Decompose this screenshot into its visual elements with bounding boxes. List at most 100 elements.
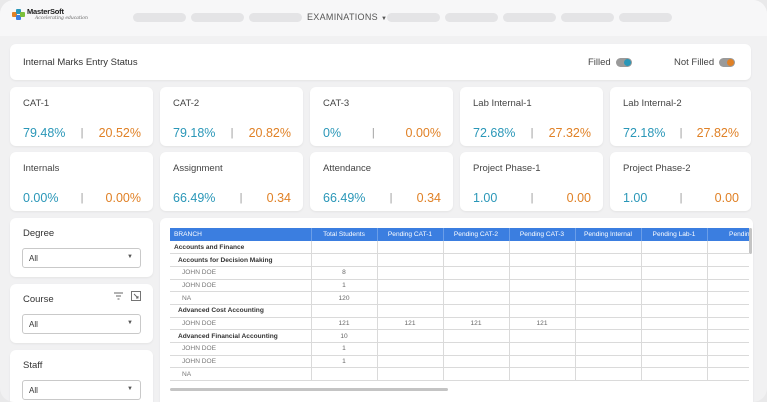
nav-item-placeholder[interactable] (249, 13, 302, 22)
brand-name: MasterSoft (27, 7, 64, 16)
stat-label: Internals (23, 163, 60, 174)
brand-logo[interactable]: MasterSoft Accelerating education (12, 8, 88, 21)
table-cell (707, 279, 749, 293)
table-cell (575, 291, 642, 305)
stat-label: CAT-2 (173, 98, 200, 109)
staff-filter-card: Staff All ▼ (10, 350, 153, 402)
table-cell (707, 367, 749, 382)
table-cell (575, 253, 642, 267)
filled-value: 72.68% (473, 126, 516, 140)
table-cell (377, 304, 444, 318)
course-select[interactable]: All ▼ (22, 314, 141, 334)
table-cell (443, 367, 510, 382)
table-cell: 1 (311, 279, 378, 293)
stat-label: Assignment (173, 163, 223, 174)
column-header[interactable]: Pending CAT-2 (443, 228, 510, 241)
table-row-staff[interactable]: NA 120 (170, 291, 749, 305)
table-cell (443, 304, 510, 318)
table-cell (707, 291, 749, 305)
table-cell: 121 (377, 317, 444, 331)
nav-item-placeholder[interactable] (503, 13, 556, 22)
row-label-cell: JOHN DOE (170, 266, 312, 280)
table-cell (707, 342, 749, 356)
table-cell (311, 253, 378, 267)
degree-select[interactable]: All ▼ (22, 248, 141, 268)
filled-value: 79.48% (23, 126, 66, 140)
nav-item-placeholder[interactable] (191, 13, 244, 22)
horizontal-scrollbar[interactable] (170, 388, 448, 391)
table-row-course[interactable]: Accounts for Decision Making (170, 253, 749, 267)
filled-value: 66.49% (323, 191, 366, 205)
table-row-staff[interactable]: NA (170, 367, 749, 382)
table-cell: 1 (311, 355, 378, 369)
table-row-staff[interactable]: JOHN DOE 1 (170, 279, 749, 293)
nav-item-placeholder[interactable] (387, 13, 440, 22)
nav-item-placeholder[interactable] (561, 13, 614, 22)
not-filled-value: 20.82% (248, 126, 291, 140)
nav-menu-examinations[interactable]: EXAMINATIONS ▼ (307, 12, 387, 22)
not-filled-value: 27.32% (548, 126, 591, 140)
staff-select[interactable]: All ▼ (22, 380, 141, 400)
legend-filled[interactable]: Filled (588, 57, 632, 68)
stat-label: Lab Internal-1 (473, 98, 532, 109)
not-filled-value: 0.00 (566, 191, 591, 205)
column-header[interactable]: BRANCH (170, 228, 312, 241)
value-separator: | (530, 127, 534, 139)
value-separator: | (679, 192, 683, 204)
table-row-staff[interactable]: JOHN DOE 8 (170, 266, 749, 280)
expand-icon[interactable] (131, 291, 141, 301)
table-cell (641, 279, 708, 293)
table-cell (377, 329, 444, 343)
filled-toggle-icon[interactable] (615, 58, 632, 67)
table-row-staff[interactable]: JOHN DOE 1 (170, 355, 749, 369)
stat-card-lab-internal-2: Lab Internal-2 72.18% | 27.82% (610, 87, 751, 146)
vertical-scrollbar[interactable] (749, 228, 752, 254)
table-cell (641, 329, 708, 343)
column-header[interactable]: Pending CAT-3 (509, 228, 576, 241)
table-cell (377, 355, 444, 369)
table-row-staff[interactable]: JOHN DOE 121 121 121 121 (170, 317, 749, 331)
not-filled-toggle-icon[interactable] (719, 58, 736, 67)
table-row-course[interactable]: Advanced Financial Accounting 10 (170, 329, 749, 343)
stat-label: Project Phase-2 (623, 163, 691, 174)
legend-not-filled[interactable]: Not Filled (674, 57, 736, 68)
table-cell (641, 342, 708, 356)
nav-item-placeholder[interactable] (445, 13, 498, 22)
column-header[interactable]: Pending CAT-1 (377, 228, 444, 241)
filter-icon[interactable] (114, 292, 123, 300)
table-cell (377, 279, 444, 293)
column-header[interactable]: Total Students (311, 228, 378, 241)
filled-value: 0.00% (23, 191, 59, 205)
stat-card-project-phase-2: Project Phase-2 1.00 | 0.00 (610, 152, 751, 211)
table-row-course[interactable]: Advanced Cost Accounting (170, 304, 749, 318)
value-separator: | (80, 127, 84, 139)
nav-item-placeholder[interactable] (133, 13, 186, 22)
table-cell: 121 (443, 317, 510, 331)
table-cell: 121 (311, 317, 378, 331)
status-title: Internal Marks Entry Status (23, 57, 138, 68)
nav-item-placeholder[interactable] (619, 13, 672, 22)
dropdown-arrow-icon: ▼ (127, 386, 133, 392)
value-separator: | (679, 127, 683, 139)
column-header[interactable]: Pending Internal (575, 228, 642, 241)
stat-card-project-phase-1: Project Phase-1 1.00 | 0.00 (460, 152, 603, 211)
marks-entry-status-bar: Internal Marks Entry Status Filled Not F… (10, 44, 751, 80)
table-cell (707, 253, 749, 267)
dropdown-arrow-icon: ▼ (127, 320, 133, 326)
row-label-cell: Advanced Financial Accounting (170, 329, 312, 343)
table-cell (443, 253, 510, 267)
table-row-branch[interactable]: Accounts and Finance (170, 241, 749, 255)
stat-card-lab-internal-1: Lab Internal-1 72.68% | 27.32% (460, 87, 603, 146)
brand-tagline: Accelerating education (35, 15, 88, 21)
table-viewport[interactable]: BRANCH Total Students Pending CAT-1 Pend… (170, 228, 749, 387)
column-header[interactable]: Pending Lab-2 (707, 228, 749, 241)
table-cell (641, 304, 708, 318)
legend-not-filled-label: Not Filled (674, 57, 715, 68)
table-cell (575, 329, 642, 343)
table-row-staff[interactable]: JOHN DOE 1 (170, 342, 749, 356)
column-header[interactable]: Pending Lab-1 (641, 228, 708, 241)
table-cell (575, 367, 642, 382)
table-cell: 8 (311, 266, 378, 280)
nav-menu-examinations-label: EXAMINATIONS (307, 12, 378, 22)
table-header-row: BRANCH Total Students Pending CAT-1 Pend… (170, 228, 749, 241)
